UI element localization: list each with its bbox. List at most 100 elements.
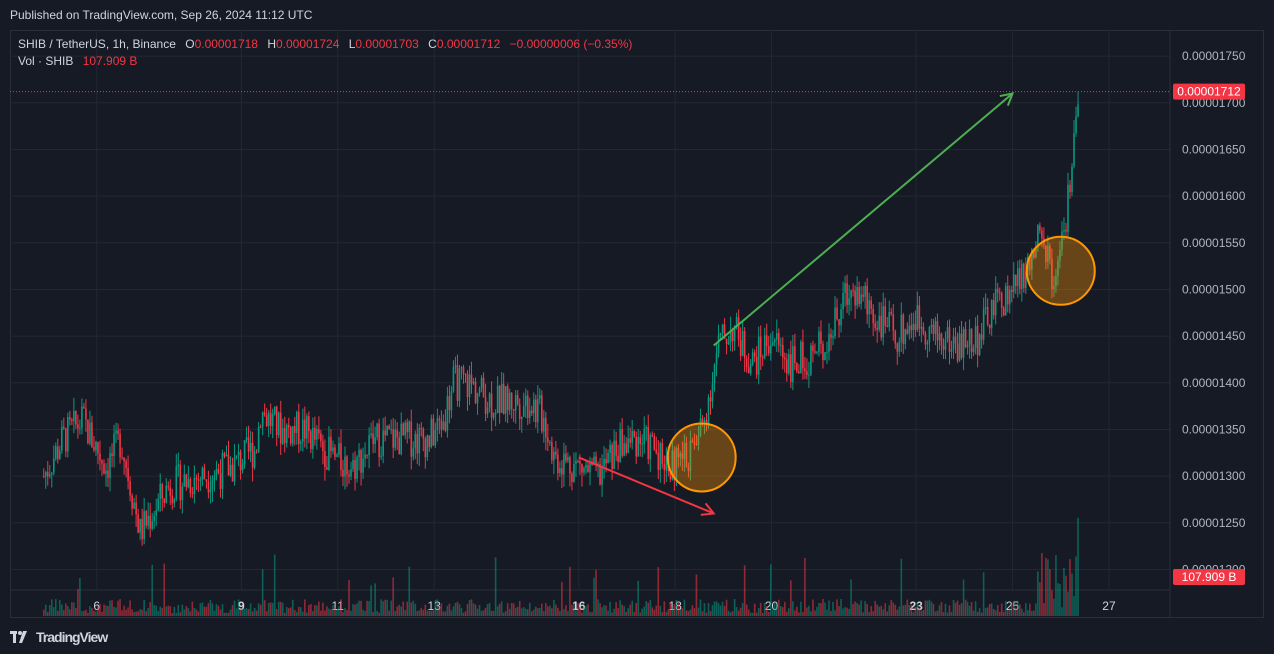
volume-bar	[75, 607, 77, 616]
volume-bar	[259, 604, 262, 616]
volume-bar	[643, 606, 646, 616]
volume-bar	[187, 608, 190, 616]
volume-bar	[541, 603, 543, 616]
price-chart[interactable]: 0.000017500.000017000.000016500.00001600…	[10, 30, 1264, 618]
volume-bar	[454, 602, 457, 616]
volume-bar	[396, 606, 399, 616]
candle-body	[316, 429, 318, 440]
candle-body	[689, 440, 692, 472]
candle-body	[237, 451, 240, 456]
candle-body	[557, 454, 559, 474]
candle-body	[229, 464, 232, 476]
volume-bar	[844, 607, 846, 616]
highlight-circle	[1025, 235, 1096, 306]
volume-bar	[667, 609, 670, 616]
volume-bar	[273, 554, 276, 616]
candle-body	[207, 481, 210, 493]
candle-body	[964, 329, 967, 348]
volume-bar	[508, 608, 511, 616]
volume-bar	[928, 599, 931, 616]
volume-bar	[790, 580, 792, 616]
volume-bar	[810, 611, 812, 616]
candle-body	[123, 457, 125, 462]
candle-body	[569, 457, 571, 474]
volume-bar	[808, 605, 810, 616]
candle-body	[1010, 289, 1013, 293]
candle-body	[896, 343, 899, 352]
candle-body	[412, 448, 415, 457]
candle-body	[922, 327, 925, 334]
volume-bar	[372, 611, 374, 616]
volume-bar	[458, 604, 461, 616]
candle-body	[61, 426, 63, 451]
candle-body	[209, 489, 212, 493]
candle-body	[974, 325, 977, 348]
candle-body	[1077, 104, 1079, 117]
volume-bar	[848, 608, 850, 616]
volume-bar	[452, 606, 455, 616]
volume-bar	[703, 603, 706, 616]
volume-bar	[962, 579, 965, 616]
candle-body	[996, 288, 999, 293]
candle-body	[153, 515, 155, 522]
volume-bar	[619, 600, 621, 616]
volume-bar	[555, 604, 557, 616]
candle-body	[894, 330, 897, 344]
candle-body	[701, 418, 704, 423]
candle-body	[812, 345, 814, 352]
candle-body	[998, 292, 1001, 294]
volume-bar	[934, 611, 937, 616]
volume-bar	[655, 605, 658, 616]
candle-body	[723, 324, 726, 339]
candle-body	[1023, 263, 1025, 288]
volume-bar	[350, 610, 352, 616]
candle-body	[683, 443, 686, 459]
candle-body	[697, 435, 700, 445]
candle-body	[275, 406, 278, 436]
volume-bar	[665, 611, 668, 616]
footer-brand[interactable]: TradingView	[10, 626, 108, 648]
symbol-label[interactable]: SHIB / TetherUS, 1h, Binance	[18, 37, 176, 51]
candle-body	[478, 388, 481, 394]
volume-bar	[1000, 603, 1003, 616]
last-price-badge	[1173, 83, 1245, 100]
volume-bar	[1061, 607, 1063, 616]
candle-body	[340, 443, 342, 470]
volume-bar	[295, 612, 298, 616]
chart-frame[interactable]	[10, 30, 1264, 618]
volume-bar	[255, 610, 258, 616]
volume-bar	[607, 610, 609, 616]
volume-bar	[239, 608, 242, 616]
candle-body	[623, 443, 625, 456]
candle-body	[75, 410, 77, 425]
volume-bar	[579, 607, 581, 616]
candle-body	[840, 309, 842, 326]
volume-bar	[633, 611, 635, 616]
volume-bar	[625, 611, 627, 616]
trend-arrow-head	[999, 92, 1015, 106]
volume-bar	[308, 605, 310, 616]
volume-bar	[358, 600, 360, 616]
candle-body	[474, 381, 477, 404]
volume-bar	[466, 603, 469, 616]
volume-bar	[209, 599, 212, 616]
volume-bar	[846, 607, 848, 616]
volume-bar	[621, 604, 623, 616]
volume-bar	[637, 580, 640, 616]
volume-label[interactable]: Vol · SHIB	[18, 54, 74, 68]
volume-bar	[121, 610, 123, 616]
candle-body	[994, 288, 997, 316]
candle-body	[1025, 271, 1027, 288]
volume-bar	[538, 607, 541, 616]
candle-body	[585, 465, 587, 469]
volume-bar	[892, 602, 895, 616]
candle-body	[83, 406, 85, 409]
volume-bar	[761, 612, 764, 616]
candle-body	[147, 515, 149, 526]
volume-bar	[125, 609, 127, 616]
candle-body	[641, 443, 644, 445]
close-label: C	[428, 37, 437, 51]
volume-bar	[484, 607, 487, 616]
volume-bar	[52, 607, 55, 616]
candle-body	[189, 479, 192, 493]
